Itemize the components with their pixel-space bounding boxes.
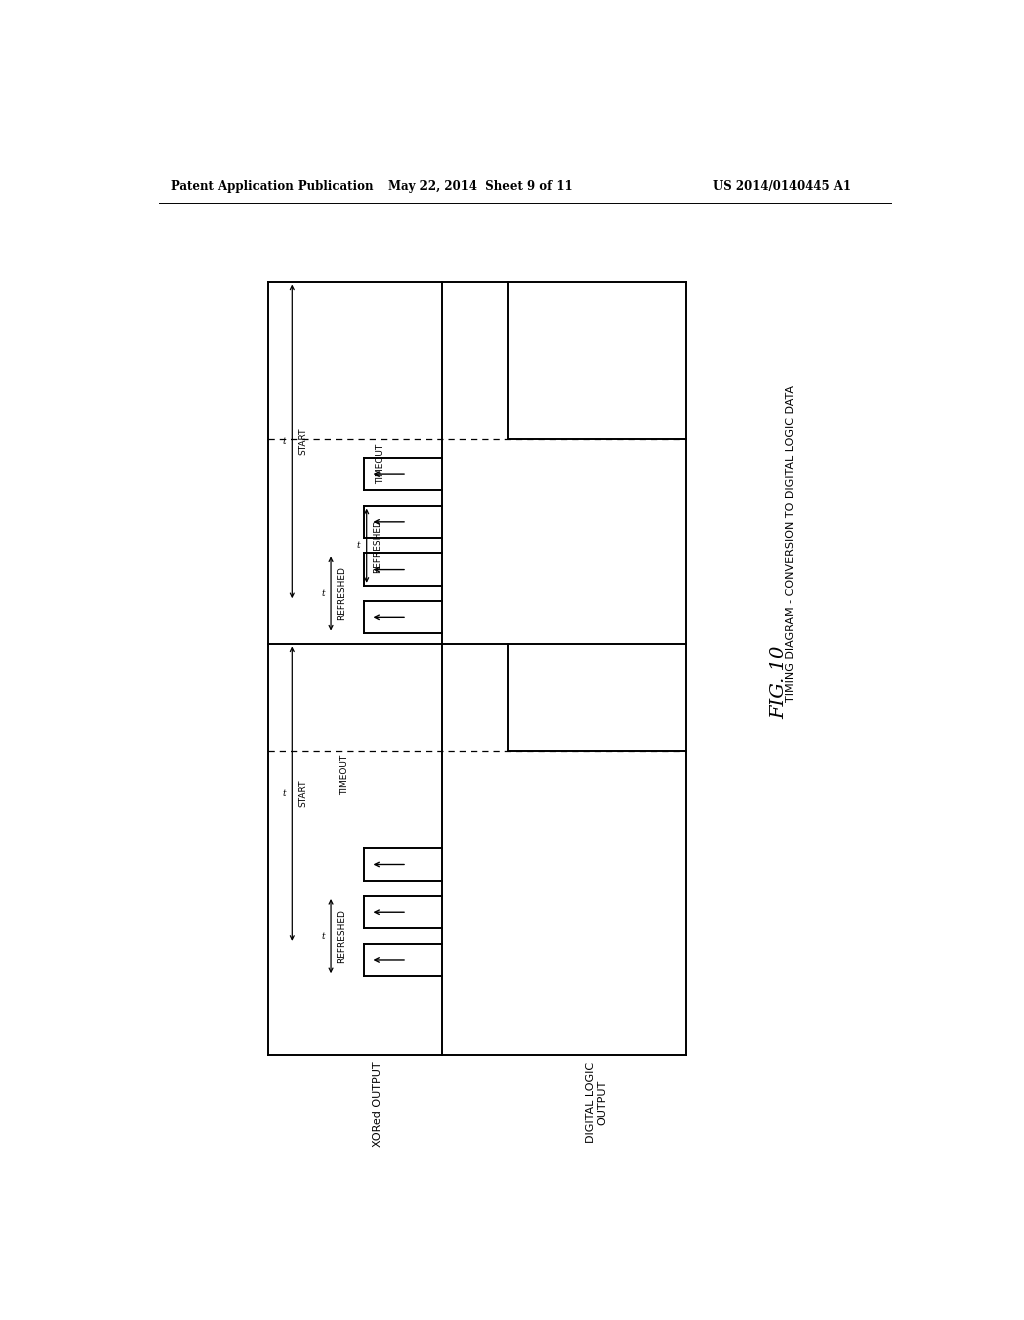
Text: Patent Application Publication: Patent Application Publication bbox=[171, 180, 373, 193]
Text: REFRESHED: REFRESHED bbox=[373, 519, 382, 573]
Text: TIMEOUT: TIMEOUT bbox=[376, 444, 385, 483]
Text: t: t bbox=[283, 789, 286, 799]
Text: XORed OUTPUT: XORed OUTPUT bbox=[373, 1061, 383, 1147]
Text: REFRESHED: REFRESHED bbox=[337, 909, 346, 964]
Text: May 22, 2014  Sheet 9 of 11: May 22, 2014 Sheet 9 of 11 bbox=[388, 180, 573, 193]
Text: US 2014/0140445 A1: US 2014/0140445 A1 bbox=[713, 180, 851, 193]
Text: t: t bbox=[283, 437, 286, 446]
Text: FIG. 10: FIG. 10 bbox=[770, 645, 788, 718]
Text: DIGITAL LOGIC
OUTPUT: DIGITAL LOGIC OUTPUT bbox=[586, 1061, 607, 1143]
Text: TIMEOUT: TIMEOUT bbox=[340, 755, 349, 796]
Text: START: START bbox=[299, 780, 307, 808]
Text: TIMING DIAGRAM - CONVERSION TO DIGITAL LOGIC DATA: TIMING DIAGRAM - CONVERSION TO DIGITAL L… bbox=[785, 385, 796, 702]
Text: t: t bbox=[322, 589, 325, 598]
Text: REFRESHED: REFRESHED bbox=[337, 566, 346, 620]
Text: t: t bbox=[322, 932, 325, 941]
Text: START: START bbox=[299, 428, 307, 455]
Text: t: t bbox=[357, 541, 360, 550]
